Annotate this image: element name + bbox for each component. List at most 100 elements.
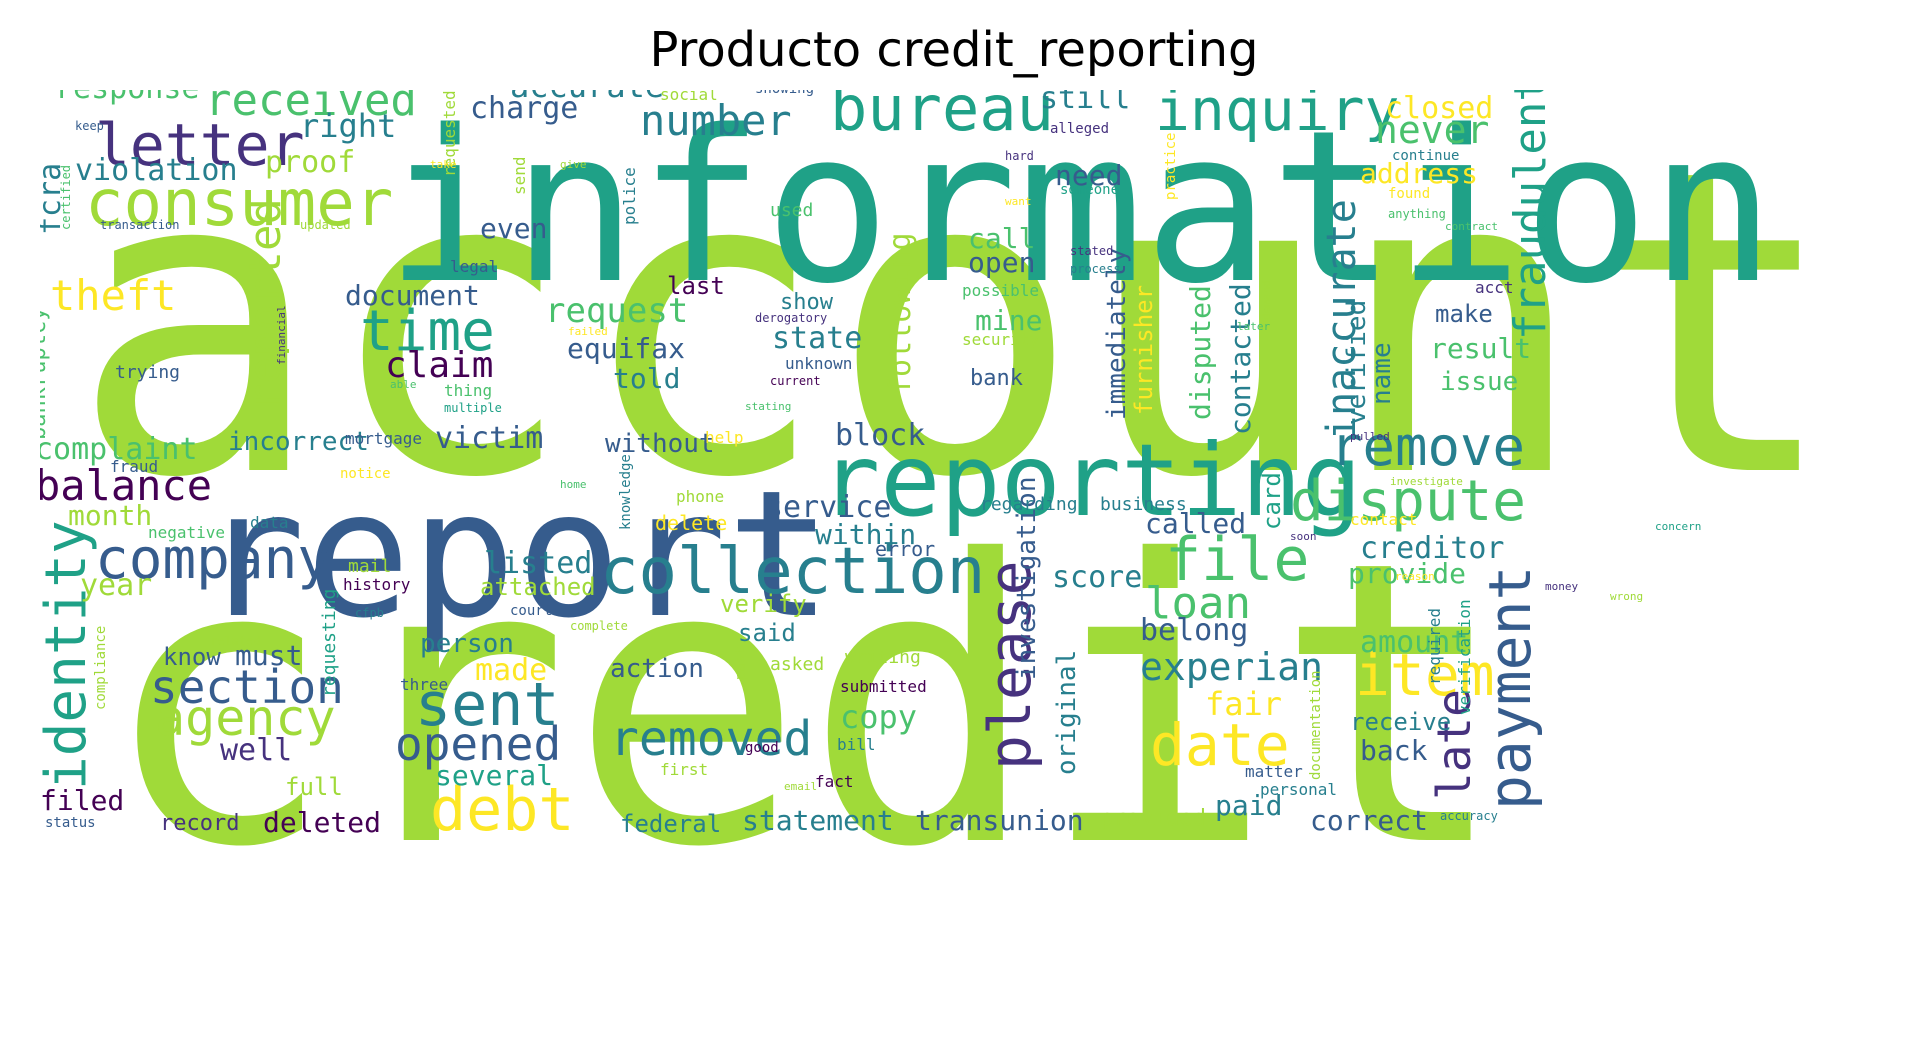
word-stated: stated bbox=[1070, 244, 1113, 258]
word-received: received bbox=[205, 90, 417, 126]
word-call: call bbox=[968, 222, 1035, 255]
word-fcra: fcra bbox=[40, 163, 68, 235]
word-able: able bbox=[390, 378, 417, 391]
word-amount: amount bbox=[1360, 625, 1468, 660]
word-pulled: pulled bbox=[1350, 430, 1390, 443]
word-immediately: immediately bbox=[1102, 248, 1132, 420]
word-hard: hard bbox=[1005, 149, 1034, 163]
word-bankruptcy: bankruptcy bbox=[40, 308, 51, 440]
word-certified: certified bbox=[59, 165, 73, 230]
word-required: required bbox=[1425, 608, 1444, 685]
word-service: service bbox=[765, 490, 891, 525]
word-know: know bbox=[163, 643, 221, 671]
word-balance: balance bbox=[40, 461, 212, 510]
word-knowledge: knowledge bbox=[618, 454, 634, 530]
word-information: information bbox=[385, 90, 1776, 330]
word-police: police bbox=[620, 167, 639, 225]
word-state: state bbox=[772, 321, 862, 356]
word-year: year bbox=[80, 568, 152, 603]
word-verify: verify bbox=[720, 590, 807, 618]
word-thing: thing bbox=[444, 381, 492, 400]
word-show: show bbox=[780, 290, 834, 315]
word-investigation: investigation bbox=[1012, 477, 1042, 681]
word-paid: paid bbox=[1215, 789, 1282, 822]
word-closed: closed bbox=[1385, 91, 1493, 126]
word-made: made bbox=[475, 653, 547, 688]
word-first: first bbox=[660, 760, 708, 779]
word-dispute: dispute bbox=[1290, 469, 1526, 534]
word-cfpb: cfpb bbox=[355, 606, 384, 620]
word-document: document bbox=[345, 279, 480, 312]
word-furnisher: furnisher bbox=[1130, 285, 1158, 415]
word-accurate: accurate bbox=[510, 90, 664, 105]
word-process: process bbox=[1070, 262, 1121, 276]
word-result: result bbox=[1430, 332, 1531, 365]
word-reason: reason bbox=[1395, 570, 1435, 583]
word-verified: verified bbox=[1342, 300, 1372, 425]
word-file: file bbox=[1165, 525, 1310, 595]
word-issue: issue bbox=[1440, 367, 1518, 397]
word-current: current bbox=[770, 374, 821, 388]
word-good: good bbox=[745, 740, 779, 756]
word-name: name bbox=[1367, 342, 1397, 405]
word-credit: credit bbox=[100, 478, 1509, 932]
word-claim: claim bbox=[385, 345, 493, 386]
word-number: number bbox=[640, 96, 792, 145]
word-trying: trying bbox=[115, 362, 180, 383]
word-send: send bbox=[510, 156, 529, 195]
word-fair: fair bbox=[1205, 685, 1282, 723]
word-investigate: investigate bbox=[1390, 475, 1463, 488]
word-unknown: unknown bbox=[785, 354, 852, 373]
word-acct: acct bbox=[1475, 278, 1514, 297]
word-status: status bbox=[45, 815, 96, 831]
word-remove: remove bbox=[1330, 415, 1525, 478]
word-item: item bbox=[1355, 641, 1495, 709]
word-filed: filed bbox=[40, 784, 124, 817]
word-removed: removed bbox=[610, 711, 812, 767]
word-person: person bbox=[420, 629, 514, 659]
word-mail: mail bbox=[348, 556, 391, 577]
word-victim: victim bbox=[435, 421, 543, 456]
word-accuracy: accuracy bbox=[1440, 809, 1498, 823]
word-want: want bbox=[1005, 195, 1032, 208]
word-error: error bbox=[875, 537, 935, 561]
word-email: email bbox=[784, 780, 817, 793]
word-full: full bbox=[285, 773, 343, 801]
word-charge: charge bbox=[470, 91, 578, 126]
word-right: right bbox=[300, 107, 396, 145]
word-several: several bbox=[435, 759, 553, 792]
word-action: action bbox=[610, 654, 704, 684]
word-multiple: multiple bbox=[444, 401, 502, 415]
word-record: record bbox=[160, 811, 239, 836]
word-social: social bbox=[660, 90, 718, 104]
word-requesting: requesting bbox=[319, 589, 340, 697]
word-found: found bbox=[1388, 186, 1430, 202]
word-still: still bbox=[1040, 90, 1130, 116]
word-negative: negative bbox=[148, 523, 225, 542]
word-experian: experian bbox=[1140, 645, 1323, 689]
word-bureau: bureau bbox=[830, 90, 1054, 145]
word-history: history bbox=[343, 575, 411, 594]
word-asked: asked bbox=[770, 654, 824, 675]
word-proof: proof bbox=[265, 145, 355, 180]
word-provide: provide bbox=[1348, 557, 1466, 590]
word-card: card bbox=[1258, 472, 1286, 530]
word-within: within bbox=[815, 518, 916, 551]
word-business: business bbox=[1100, 494, 1187, 515]
word-money: money bbox=[1545, 580, 1578, 593]
word-make: make bbox=[1435, 300, 1493, 328]
word-back: back bbox=[1360, 734, 1428, 767]
word-theft: theft bbox=[50, 271, 176, 320]
word-said: said bbox=[738, 619, 796, 647]
word-later: later bbox=[1237, 320, 1270, 333]
word-three: three bbox=[400, 675, 448, 694]
word-copy: copy bbox=[840, 698, 917, 736]
word-letter: letter bbox=[95, 111, 305, 179]
word-notice: notice bbox=[340, 466, 391, 482]
word-need: need bbox=[1055, 159, 1122, 192]
word-open: open bbox=[968, 246, 1035, 279]
word-continue: continue bbox=[1392, 148, 1459, 164]
word-receive: receive bbox=[1350, 708, 1451, 736]
word-without: without bbox=[605, 429, 715, 459]
word-company: company bbox=[95, 527, 331, 592]
